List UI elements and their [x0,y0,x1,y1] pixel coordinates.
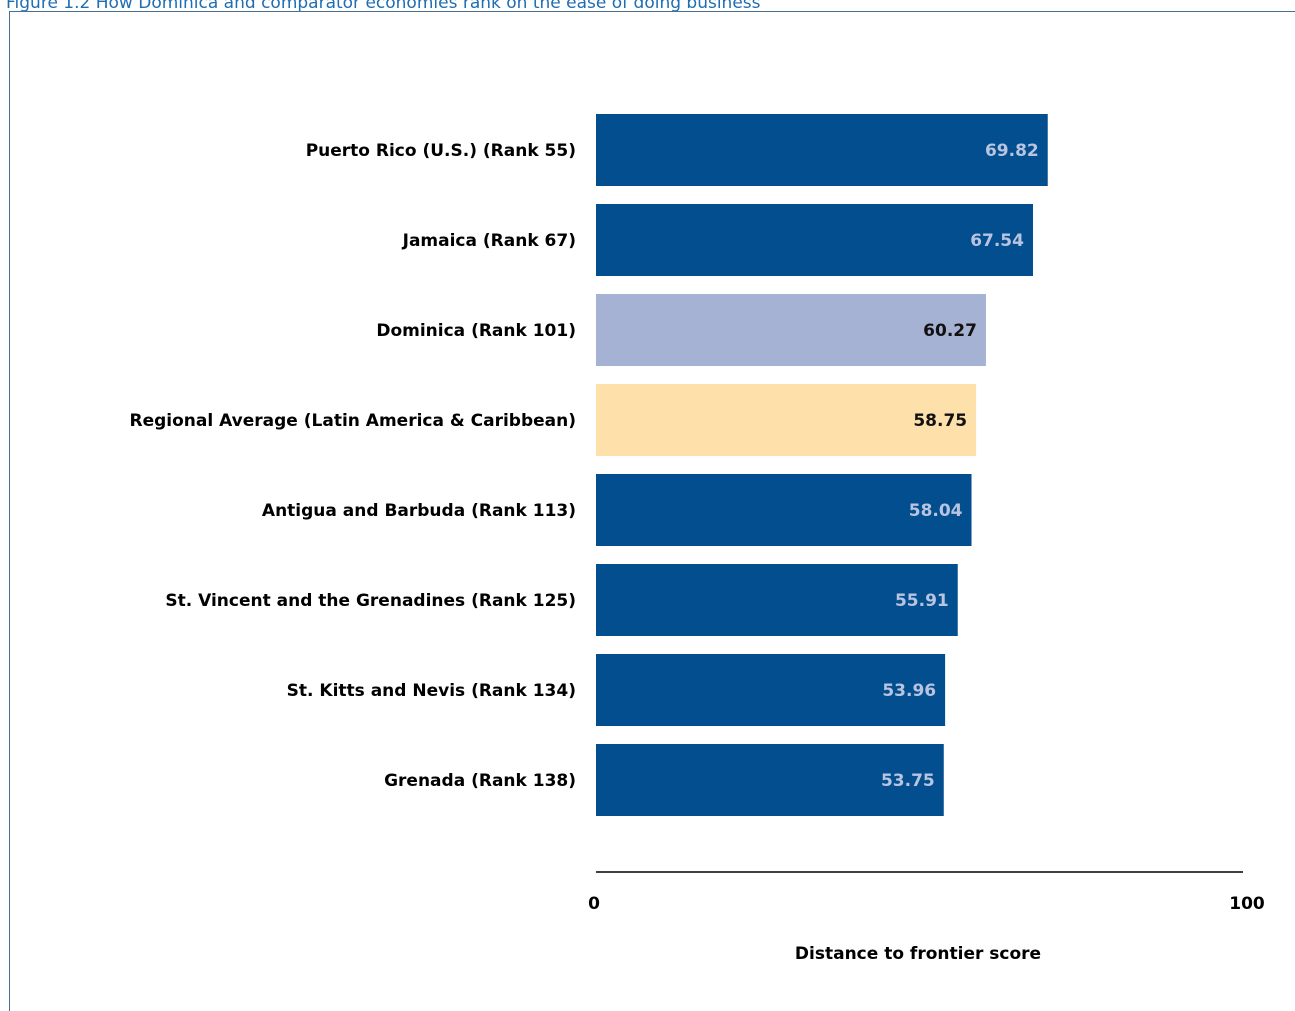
category-label: St. Kitts and Nevis (Rank 134) [287,681,576,701]
value-label: 53.75 [881,771,935,791]
x-tick-label: 0 [588,894,600,914]
value-label: 58.04 [909,501,963,521]
category-label: St. Vincent and the Grenadines (Rank 125… [165,591,576,611]
x-axis-title: Distance to frontier score [795,944,1041,964]
value-label: 60.27 [923,321,977,341]
bar [596,654,946,726]
category-label: Puerto Rico (U.S.) (Rank 55) [306,141,576,161]
bar [596,384,977,456]
bar [596,294,986,366]
category-label: Regional Average (Latin America & Caribb… [130,411,577,431]
value-label: 55.91 [895,591,949,611]
bar [596,744,944,816]
category-labels-group: Puerto Rico (U.S.) (Rank 55) Jamaica (Ran… [130,141,577,791]
category-label: Jamaica (Rank 67) [402,231,576,251]
value-labels-group: 69.82 67.54 60.27 58.75 58.04 55.91 53.96 53.75 [881,141,1039,791]
value-label: 69.82 [985,141,1039,161]
bars-group [596,114,1048,816]
bar [596,564,958,636]
figure-frame [9,11,1295,1011]
bar [596,474,972,546]
category-label: Antigua and Barbuda (Rank 113) [262,501,576,521]
bar [596,204,1033,276]
value-label: 67.54 [970,231,1024,251]
figure-caption: Figure 1.2 How Dominica and comparator e… [6,0,761,13]
category-label: Grenada (Rank 138) [384,771,576,791]
category-label: Dominica (Rank 101) [376,321,576,341]
value-label: 53.96 [882,681,936,701]
x-tick-label: 100 [1229,894,1265,914]
bar [596,114,1048,186]
value-label: 58.75 [913,411,967,431]
